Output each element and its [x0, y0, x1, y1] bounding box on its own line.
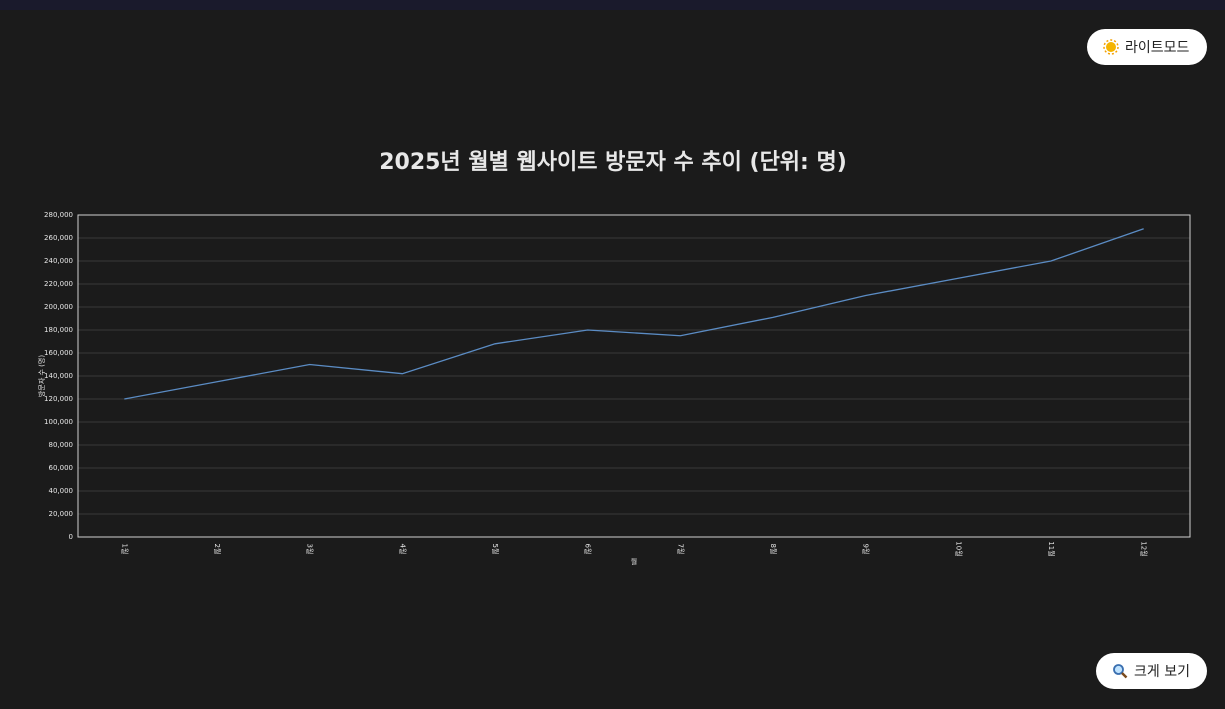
x-tick-label: 3월: [306, 544, 315, 555]
theme-toggle-label: 라이트모드: [1125, 40, 1190, 56]
chart-title: 2025년 월별 웹사이트 방문자 수 추이 (단위: 명): [379, 150, 847, 175]
y-tick-label: 140,000: [44, 372, 73, 380]
top-bar: [0, 0, 1225, 10]
y-tick-label: 260,000: [44, 234, 73, 242]
x-tick-label: 4월: [398, 544, 407, 555]
x-tick-label: 6월: [584, 544, 593, 555]
y-tick-label: 40,000: [49, 487, 74, 495]
y-tick-label: 280,000: [44, 211, 73, 219]
y-axis-label: 방문자 수 (명): [37, 355, 46, 397]
x-tick-label: 12월: [1140, 541, 1149, 556]
x-tick-label: 2월: [213, 544, 222, 555]
sun-icon: [1103, 39, 1119, 55]
x-tick-label: 7월: [676, 544, 685, 555]
x-tick-label: 1월: [120, 544, 129, 555]
y-tick-label: 200,000: [44, 303, 73, 311]
theme-toggle-button[interactable]: 라이트모드: [1087, 29, 1207, 65]
x-tick-label: 5월: [491, 544, 500, 555]
y-tick-label: 120,000: [44, 395, 73, 403]
y-tick-label: 220,000: [44, 280, 73, 288]
x-tick-label: 10월: [954, 541, 963, 556]
x-tick-label: 8월: [769, 544, 778, 555]
plot-frame: [77, 214, 1191, 538]
zoom-button[interactable]: 크게 보기: [1096, 653, 1207, 689]
y-tick-label: 0: [69, 533, 73, 541]
x-tick-label: 11월: [1047, 541, 1056, 556]
y-tick-label: 100,000: [44, 418, 73, 426]
y-tick-label: 80,000: [49, 441, 74, 449]
magnifier-icon: [1113, 664, 1128, 679]
data-line: [124, 228, 1144, 400]
y-tick-label: 60,000: [49, 464, 74, 472]
zoom-label: 크게 보기: [1134, 664, 1190, 680]
y-tick-label: 160,000: [44, 349, 73, 357]
y-tick-label: 20,000: [49, 510, 74, 518]
x-axis-label: 월: [631, 557, 637, 566]
y-tick-label: 240,000: [44, 257, 73, 265]
y-tick-label: 180,000: [44, 326, 73, 334]
x-tick-label: 9월: [862, 544, 871, 555]
